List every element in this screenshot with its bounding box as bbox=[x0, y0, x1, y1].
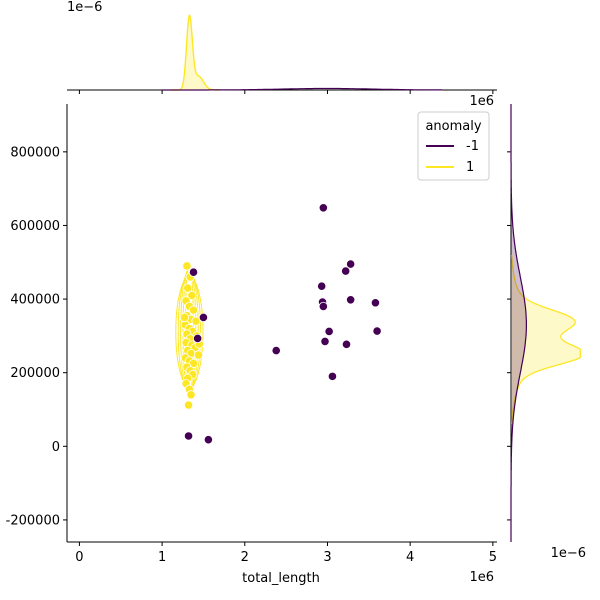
scatter-point-anomaly bbox=[346, 259, 356, 269]
scatter-point-anomaly bbox=[193, 333, 203, 344]
top-marginal-kde bbox=[67, 13, 497, 94]
x-offset-label: 1e6 bbox=[469, 570, 494, 585]
scatter-point-anomaly bbox=[324, 326, 334, 337]
scatter-point-anomaly bbox=[320, 336, 330, 347]
scatter-point-normal bbox=[183, 283, 193, 293]
x-axis-label: total_length bbox=[242, 571, 320, 586]
scatter-point-anomaly bbox=[183, 431, 194, 441]
scatter-point-anomaly bbox=[341, 266, 351, 276]
y-tick-label: 800000 bbox=[10, 145, 60, 160]
main-axes: 0 1 2 3 4 5 -200000 0 200000 400000 600000 800000 bbox=[6, 104, 497, 565]
x-tick-label: 3 bbox=[323, 550, 331, 565]
y-tick-label: 600000 bbox=[10, 219, 60, 234]
legend: anomaly -1 1 bbox=[417, 111, 490, 181]
scatter-point-anomaly bbox=[271, 346, 281, 356]
scatter-point-anomaly bbox=[188, 267, 199, 277]
right-kde-line-anomaly bbox=[510, 104, 527, 542]
x-tick-label: 5 bbox=[489, 550, 497, 565]
scatter-point-anomaly bbox=[198, 312, 209, 323]
scatter-point-anomaly bbox=[346, 295, 356, 305]
scatter-point-normal bbox=[182, 261, 192, 271]
top-kde-fill-normal bbox=[170, 15, 220, 90]
scatter-point-anomaly bbox=[203, 435, 214, 445]
x-tick-label: 2 bbox=[241, 550, 249, 565]
top-kde-line-anomaly bbox=[162, 87, 443, 91]
legend-label-1: 1 bbox=[466, 160, 474, 175]
legend-title: anomaly bbox=[425, 119, 481, 134]
scatter-point-normal bbox=[183, 400, 194, 410]
scatter-point-normal bbox=[188, 305, 199, 315]
y-tick-label: 0 bbox=[52, 440, 60, 455]
scatter-point-normal bbox=[191, 316, 201, 326]
right-marginal-top-offset-label: 1e6 bbox=[469, 94, 494, 109]
scatter-point-anomaly bbox=[370, 298, 381, 308]
scatter-point-anomaly bbox=[318, 301, 328, 312]
right-kde-fill-anomaly bbox=[511, 104, 527, 542]
scatter-point-normal bbox=[187, 290, 197, 300]
y-tick-label: 200000 bbox=[10, 366, 60, 381]
scatter-point-normal bbox=[193, 350, 204, 360]
x-tick-label: 4 bbox=[406, 550, 414, 565]
scatter-point-normal bbox=[186, 390, 196, 400]
x-tick-label: 0 bbox=[75, 550, 83, 565]
scatter-point-anomaly bbox=[327, 371, 338, 381]
scatter-point-anomaly bbox=[317, 281, 327, 291]
y-tick-label: 400000 bbox=[10, 293, 60, 308]
y-tick-label: -200000 bbox=[6, 513, 60, 528]
x-tick-label: 1 bbox=[158, 550, 166, 565]
scatter-point-anomaly bbox=[372, 326, 382, 336]
right-marginal-kde bbox=[507, 104, 581, 542]
legend-label-neg1: -1 bbox=[466, 139, 479, 154]
right-marginal-offset-label: 1e−6 bbox=[551, 546, 586, 561]
scatter-point-anomaly bbox=[318, 203, 328, 213]
scatter-point-anomaly bbox=[341, 339, 352, 349]
right-kde-fill-normal bbox=[511, 254, 581, 425]
scatter-point-normal bbox=[179, 312, 190, 323]
top-marginal-offset-label: 1e−6 bbox=[67, 0, 102, 15]
